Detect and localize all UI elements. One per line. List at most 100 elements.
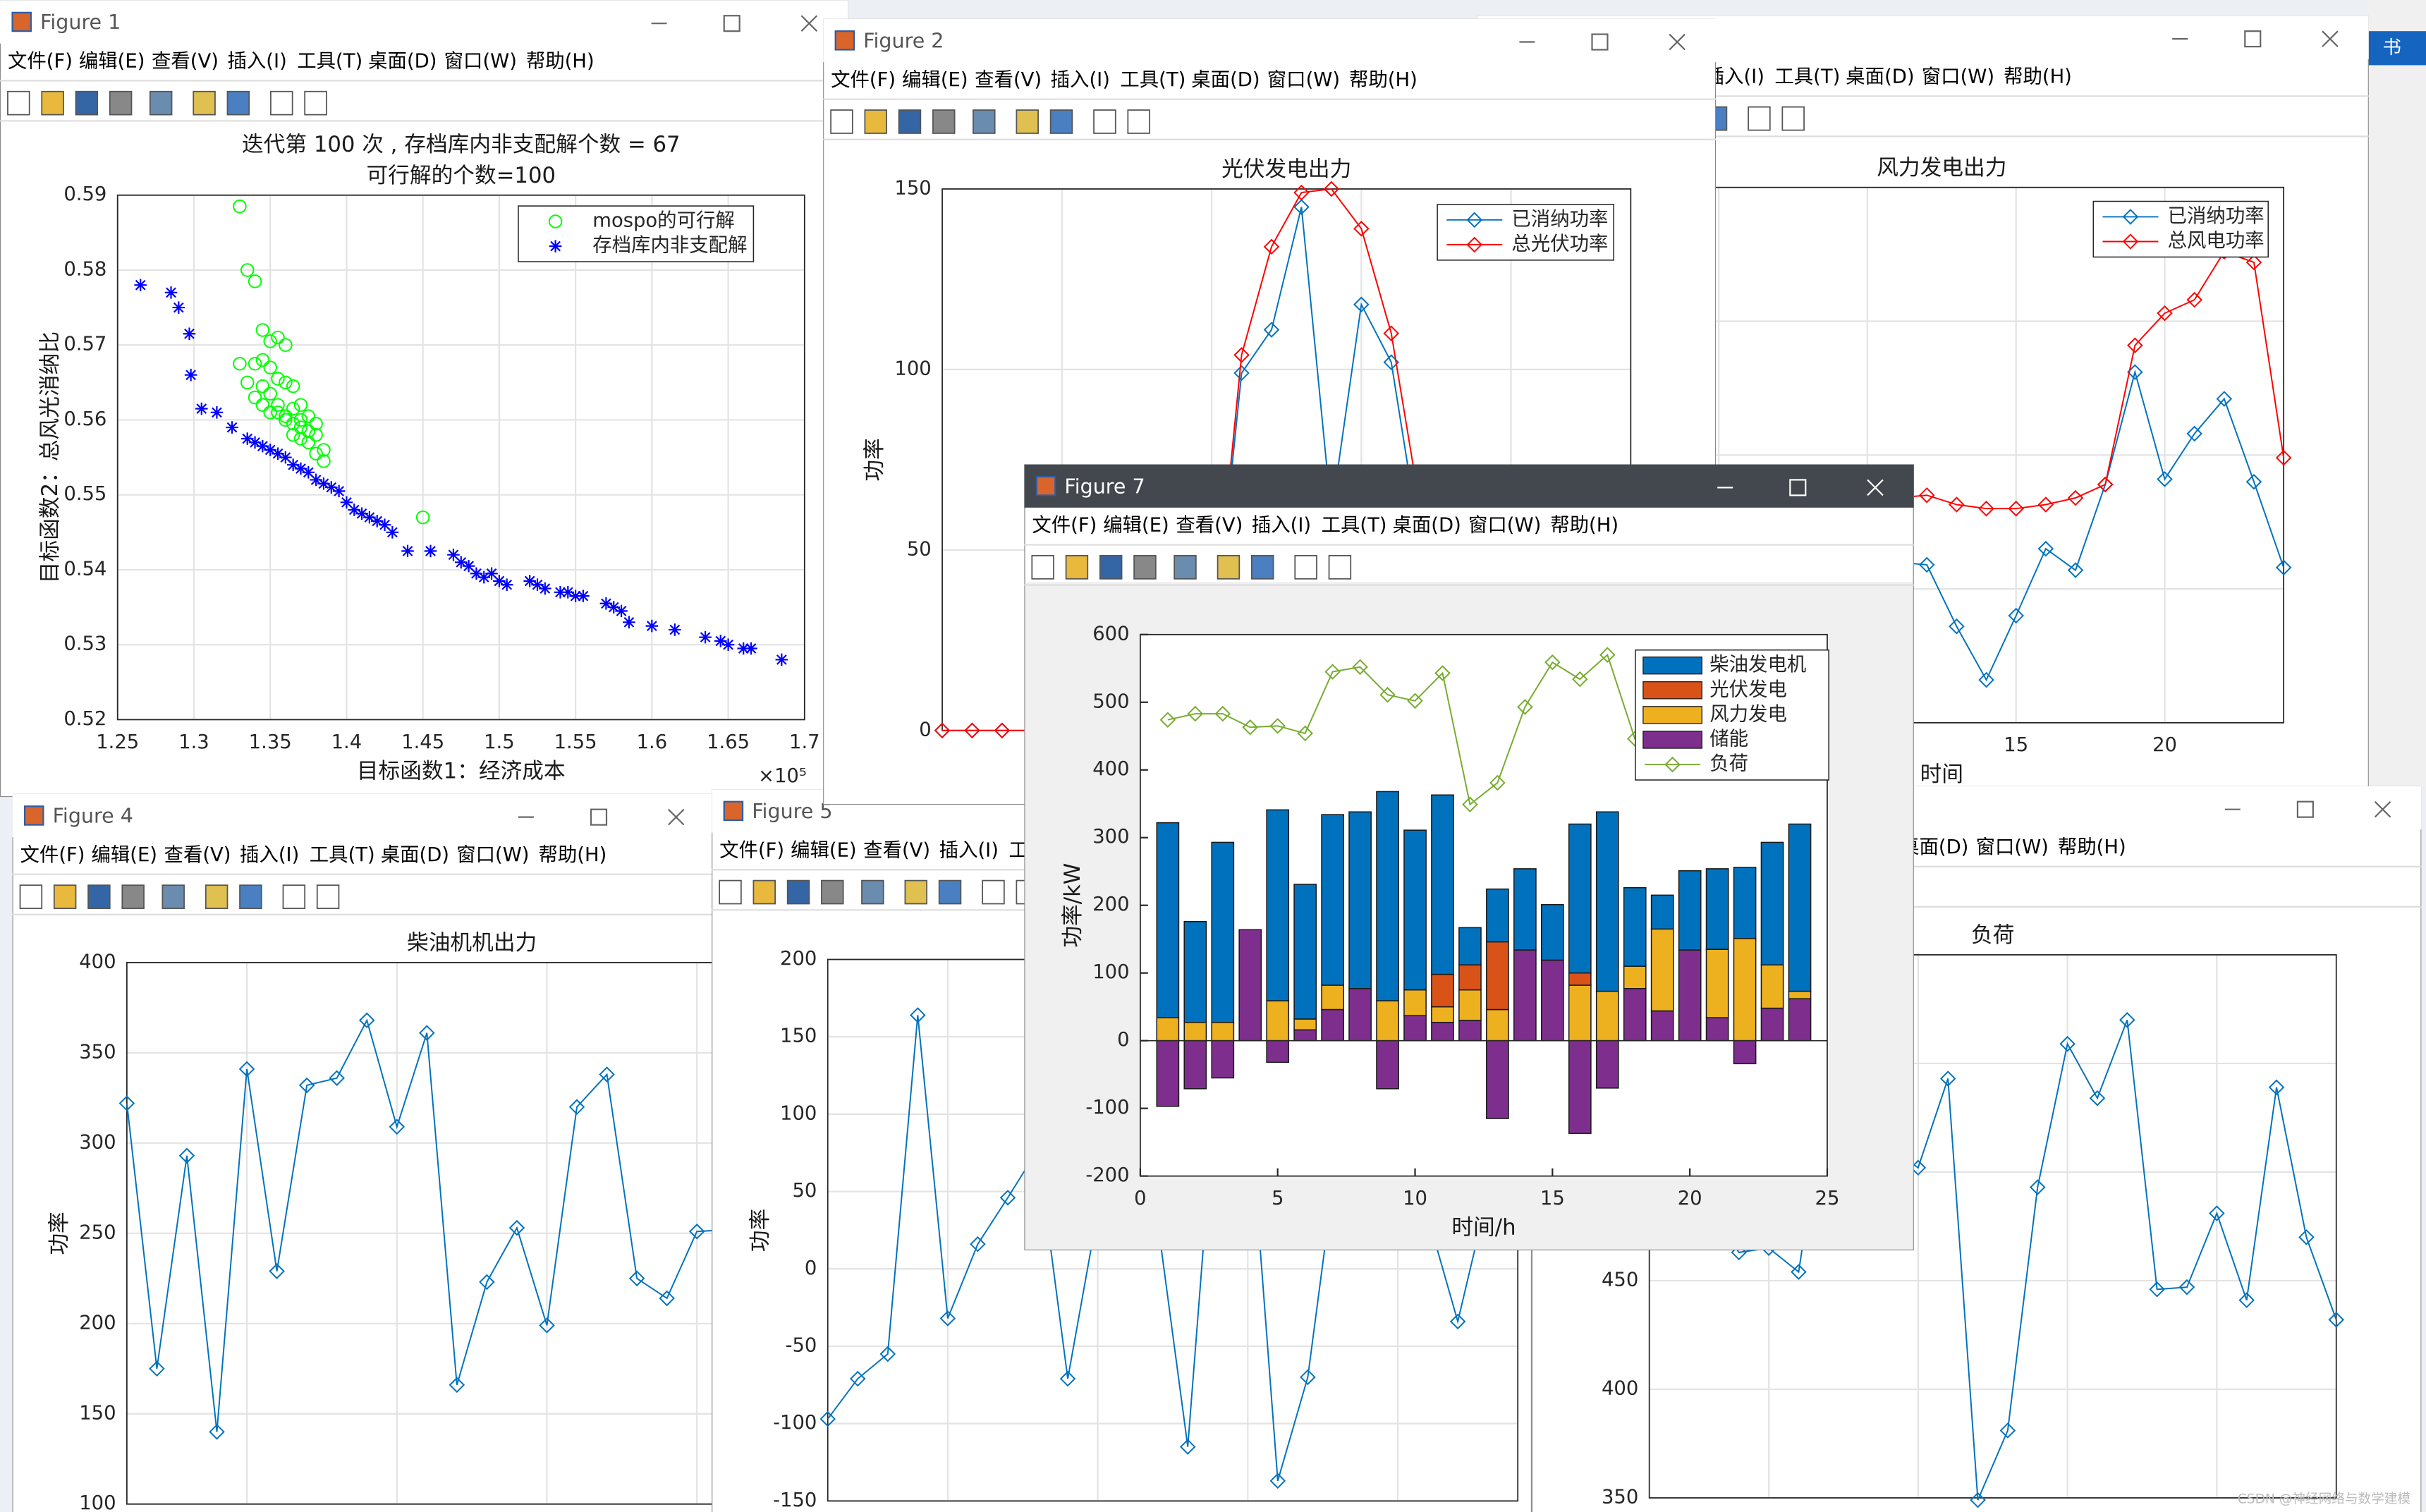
menu-item[interactable]: 插入(I)	[240, 844, 299, 866]
close-button[interactable]	[1669, 33, 1686, 51]
close-button[interactable]	[2374, 800, 2391, 818]
menu-item[interactable]: 文件(F)	[20, 844, 85, 866]
toolbar-button[interactable]	[1016, 109, 1039, 134]
toolbar-button[interactable]	[53, 884, 77, 909]
toolbar-button[interactable]	[239, 884, 262, 909]
menu-item[interactable]: 查看(V)	[164, 844, 231, 866]
menu-item[interactable]: 桌面(D)	[1846, 66, 1914, 87]
menu-item[interactable]: 帮助(H)	[2004, 66, 2072, 87]
menu-item[interactable]: 查看(V)	[1176, 515, 1243, 537]
menu-item[interactable]: 工具(T)	[297, 51, 362, 73]
toolbar-button[interactable]	[75, 90, 99, 116]
toolbar-button[interactable]	[19, 884, 43, 909]
toolbar-button[interactable]	[41, 90, 64, 116]
menu-item[interactable]: 文件(F)	[719, 839, 784, 861]
close-button[interactable]	[1867, 479, 1884, 496]
menu-item[interactable]: 查看(V)	[152, 51, 219, 73]
menu-item[interactable]: 编辑(E)	[1103, 515, 1169, 537]
menu-item[interactable]: 帮助(H)	[526, 51, 595, 73]
toolbar-button[interactable]	[161, 884, 185, 909]
toolbar-button[interactable]	[932, 109, 956, 134]
menu-item[interactable]: 文件(F)	[1032, 515, 1097, 537]
toolbar-button[interactable]	[898, 109, 922, 134]
menu-item[interactable]: 工具(T)	[310, 844, 375, 866]
toolbar-button[interactable]	[193, 90, 216, 116]
toolbar-button[interactable]	[1250, 555, 1274, 580]
menu-item[interactable]: 窗口(W)	[444, 51, 517, 73]
close-button[interactable]	[800, 15, 818, 32]
menu-item[interactable]: 文件(F)	[8, 51, 73, 73]
toolbar-button[interactable]	[226, 90, 250, 116]
toolbar-button[interactable]	[270, 90, 293, 116]
toolbar-button[interactable]	[973, 109, 996, 134]
toolbar-button[interactable]	[982, 879, 1005, 905]
toolbar-button[interactable]	[1031, 555, 1054, 580]
menu-item[interactable]: 文件(F)	[831, 69, 896, 91]
toolbar-button[interactable]	[1127, 109, 1150, 134]
maximize-button[interactable]	[2244, 30, 2262, 48]
menu-item[interactable]: 帮助(H)	[538, 844, 606, 866]
menu-item[interactable]: 桌面(D)	[1191, 69, 1260, 91]
menu-item[interactable]: 编辑(E)	[79, 51, 145, 73]
toolbar-button[interactable]	[205, 884, 228, 909]
toolbar-button[interactable]	[304, 90, 327, 116]
toolbar-button[interactable]	[1217, 555, 1241, 580]
menu-item[interactable]: 工具(T)	[1322, 515, 1387, 537]
maximize-button[interactable]	[723, 15, 740, 32]
toolbar-button[interactable]	[149, 90, 173, 116]
menu-item[interactable]: 插入(I)	[939, 839, 999, 861]
maximize-button[interactable]	[590, 808, 608, 826]
toolbar-button[interactable]	[121, 884, 145, 909]
toolbar-button[interactable]	[1748, 106, 1771, 131]
menu-item[interactable]: 帮助(H)	[1349, 69, 1418, 91]
toolbar-button[interactable]	[1133, 555, 1157, 580]
maximize-button[interactable]	[1591, 33, 1609, 51]
menu-item[interactable]: 窗口(W)	[1976, 836, 2049, 858]
side-button[interactable]	[2367, 31, 2426, 66]
menu-item[interactable]: 工具(T)	[1120, 69, 1185, 91]
menu-item[interactable]: 编辑(E)	[791, 839, 857, 861]
menu-item[interactable]: 桌面(D)	[381, 844, 449, 866]
menu-item[interactable]: 编辑(E)	[91, 844, 157, 866]
toolbar-button[interactable]	[1328, 555, 1352, 580]
maximize-button[interactable]	[2296, 800, 2314, 818]
toolbar-button[interactable]	[861, 879, 884, 905]
menu-item[interactable]: 桌面(D)	[368, 51, 437, 73]
toolbar-button[interactable]	[87, 884, 111, 909]
menu-item[interactable]: 插入(I)	[1051, 69, 1110, 91]
menu-item[interactable]: 桌面(D)	[1392, 515, 1461, 537]
toolbar-button[interactable]	[1294, 555, 1317, 580]
toolbar-button[interactable]	[752, 879, 776, 905]
toolbar-button[interactable]	[1093, 109, 1116, 134]
toolbar-button[interactable]	[1099, 555, 1123, 580]
menu-item[interactable]: 窗口(W)	[1267, 69, 1340, 91]
toolbar-button[interactable]	[7, 90, 30, 116]
menu-item[interactable]: 窗口(W)	[1922, 66, 1994, 87]
menu-item[interactable]: 查看(V)	[863, 839, 930, 861]
menu-item[interactable]: 查看(V)	[975, 69, 1042, 91]
close-button[interactable]	[2322, 30, 2339, 47]
menu-item[interactable]: 帮助(H)	[2058, 836, 2126, 858]
toolbar-button[interactable]	[904, 879, 928, 905]
toolbar-button[interactable]	[719, 879, 742, 905]
toolbar-button[interactable]	[316, 884, 340, 909]
toolbar-button[interactable]	[1049, 109, 1073, 134]
toolbar-button[interactable]	[282, 884, 306, 909]
toolbar-button[interactable]	[938, 879, 962, 905]
toolbar-button[interactable]	[830, 109, 853, 134]
toolbar-button[interactable]	[821, 879, 844, 905]
menu-item[interactable]: 帮助(H)	[1550, 515, 1619, 537]
toolbar-button[interactable]	[109, 90, 133, 116]
menu-item[interactable]: 窗口(W)	[456, 844, 529, 866]
toolbar-button[interactable]	[786, 879, 810, 905]
menu-item[interactable]: 插入(I)	[1252, 515, 1311, 537]
toolbar-button[interactable]	[1781, 106, 1805, 131]
menu-item[interactable]: 窗口(W)	[1468, 515, 1541, 537]
toolbar-button[interactable]	[1065, 555, 1089, 580]
toolbar-button[interactable]	[1174, 555, 1197, 580]
close-button[interactable]	[667, 808, 685, 826]
menu-item[interactable]: 插入(I)	[228, 51, 287, 73]
toolbar-button[interactable]	[864, 109, 887, 134]
menu-item[interactable]: 工具(T)	[1774, 66, 1840, 87]
maximize-button[interactable]	[1789, 479, 1807, 496]
